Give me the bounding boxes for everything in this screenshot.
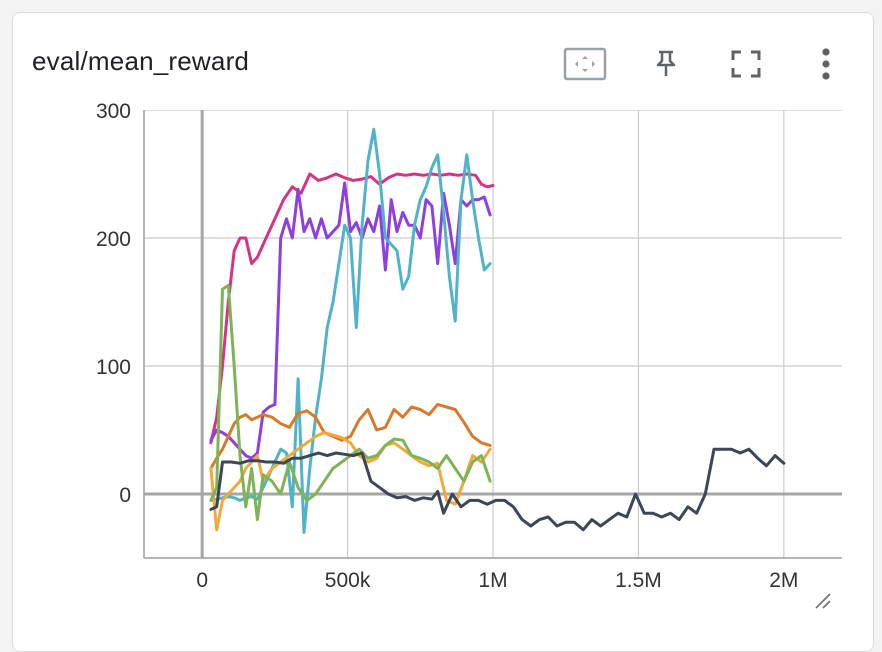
- card-title: eval/mean_reward: [32, 46, 250, 76]
- scalar-card: [12, 12, 874, 652]
- series-line-6: [209, 283, 492, 522]
- pin-button[interactable]: [642, 40, 690, 88]
- line-chart[interactable]: 0 100 200 300 0 500k 1M 1.5M 2M: [0, 0, 882, 600]
- x-tick-label: 1.5M: [615, 569, 662, 592]
- more-options-button[interactable]: [802, 40, 850, 88]
- y-tick-label: 200: [96, 228, 131, 251]
- x-tick-label: 1M: [478, 569, 507, 592]
- fullscreen-icon: [731, 50, 761, 78]
- x-tick-label: 0: [196, 569, 208, 592]
- series-line-4: [209, 402, 492, 470]
- fullscreen-button[interactable]: [722, 40, 770, 88]
- series-line-2: [209, 181, 492, 460]
- fit-domain-button[interactable]: [561, 40, 609, 88]
- y-tick-label: 0: [119, 484, 131, 507]
- fit-domain-icon: [563, 47, 607, 81]
- series-line-3: [209, 127, 492, 534]
- series-line-1: [209, 172, 495, 445]
- chart-area[interactable]: 0 100 200 300 0 500k 1M 1.5M 2M: [0, 0, 882, 605]
- series-line-5: [209, 431, 492, 532]
- y-tick-label: 100: [96, 356, 131, 379]
- series-line-7: [209, 447, 786, 532]
- x-tick-label: 500k: [325, 569, 371, 592]
- pin-icon: [656, 50, 676, 76]
- x-tick-label: 2M: [769, 569, 798, 592]
- more-vert-icon: [822, 48, 830, 80]
- resize-handle-icon[interactable]: [812, 590, 832, 610]
- y-tick-label: 300: [96, 100, 131, 123]
